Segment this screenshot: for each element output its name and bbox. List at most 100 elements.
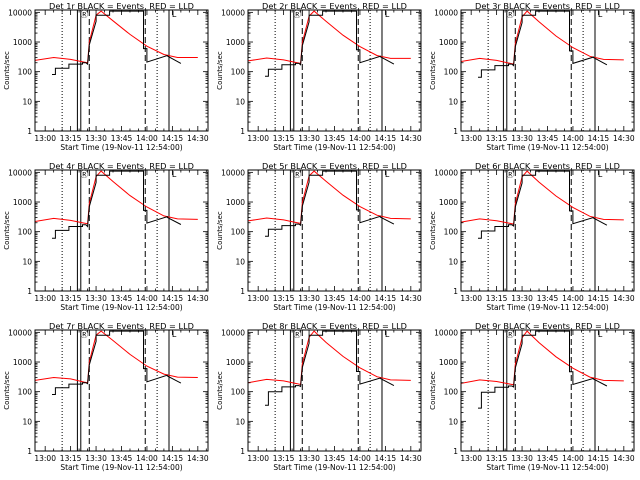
y-tick-label: 1000 (439, 358, 458, 367)
y-tick-label: 10 (235, 97, 245, 106)
x-tick-label: 13:45 (537, 294, 559, 303)
x-tick-label: 13:45 (324, 294, 346, 303)
y-tick-label: 100 (444, 228, 459, 237)
lld-rate-line (248, 170, 411, 225)
y-tick-label: 10 (22, 417, 32, 426)
events-rate-line (478, 10, 608, 78)
events-rate-line (52, 330, 182, 395)
x-tick-label: 13:00 (34, 294, 56, 303)
x-axis-label: Start Time (19-Nov-11 12:54:00) (486, 303, 608, 312)
x-tick-label: 13:00 (34, 134, 56, 143)
events-rate-line (478, 170, 608, 239)
x-tick-label: 14:00 (349, 454, 371, 463)
y-tick-label: 10 (22, 97, 32, 106)
x-tick-label: 14:15 (588, 454, 610, 463)
x-tick-label: 14:15 (375, 454, 397, 463)
y-tick-label: 10000 (8, 328, 32, 337)
x-tick-label: 13:00 (460, 454, 482, 463)
y-tick-label: 1 (27, 287, 32, 296)
events-rate-line (265, 330, 395, 406)
x-tick-label: 13:15 (273, 294, 295, 303)
x-tick-label: 14:15 (375, 294, 397, 303)
event-marker: L (385, 330, 390, 339)
plot-frame (460, 9, 635, 132)
lld-rate-line (35, 170, 198, 225)
panel-title: Det 9r BLACK = Events, RED = LLD (475, 321, 620, 331)
y-tick-label: 1 (27, 447, 32, 456)
x-tick-label: 13:00 (460, 134, 482, 143)
x-tick-label: 13:45 (537, 134, 559, 143)
y-axis-label: Counts/sec (429, 371, 437, 410)
x-tick-label: 13:30 (85, 134, 107, 143)
x-tick-label: 14:00 (562, 454, 584, 463)
y-axis-label: Counts/sec (216, 371, 224, 410)
event-marker: Ⓡ (80, 170, 88, 179)
event-marker: Ⓡ (293, 170, 301, 179)
x-tick-label: 14:30 (400, 134, 422, 143)
y-tick-label: 1 (240, 127, 245, 136)
x-tick-label: 14:00 (562, 294, 584, 303)
x-tick-label: 13:30 (511, 454, 533, 463)
y-tick-label: 10000 (221, 168, 245, 177)
plot-frame (247, 329, 422, 452)
lld-rate-line (461, 330, 624, 386)
y-tick-label: 10 (235, 257, 245, 266)
y-axis-label: Counts/sec (216, 51, 224, 90)
event-marker: Ⓡ (80, 330, 88, 339)
y-tick-label: 100 (231, 68, 246, 77)
x-tick-label: 14:30 (400, 294, 422, 303)
lld-rate-line (35, 10, 198, 64)
event-marker: L (598, 10, 603, 19)
x-tick-label: 13:15 (60, 294, 82, 303)
lld-rate-line (35, 330, 198, 384)
y-tick-label: 10 (22, 257, 32, 266)
panel-title: Det 1r BLACK = Events, RED = LLD (49, 1, 194, 11)
x-tick-label: 14:00 (136, 294, 158, 303)
event-marker: L (598, 170, 603, 179)
plot-frame (460, 329, 635, 452)
y-axis-label: Counts/sec (216, 211, 224, 250)
x-tick-label: 14:15 (162, 294, 184, 303)
y-tick-label: 1 (453, 447, 458, 456)
x-axis-label: Start Time (19-Nov-11 12:54:00) (60, 143, 182, 152)
x-axis-label: Start Time (19-Nov-11 12:54:00) (486, 143, 608, 152)
x-tick-label: 14:00 (136, 454, 158, 463)
x-tick-label: 13:00 (247, 294, 269, 303)
x-tick-label: 14:15 (162, 134, 184, 143)
y-tick-label: 1 (240, 447, 245, 456)
x-tick-label: 13:45 (111, 454, 133, 463)
y-tick-label: 100 (18, 228, 33, 237)
x-tick-label: 13:30 (85, 294, 107, 303)
event-marker: L (385, 170, 390, 179)
lld-rate-line (461, 10, 624, 65)
lld-rate-line (248, 10, 411, 65)
y-tick-label: 1000 (439, 198, 458, 207)
y-tick-label: 10000 (221, 328, 245, 337)
y-tick-label: 1 (240, 287, 245, 296)
x-tick-label: 13:30 (511, 294, 533, 303)
panel-title: Det 2r BLACK = Events, RED = LLD (262, 1, 407, 11)
x-axis-label: Start Time (19-Nov-11 12:54:00) (273, 303, 395, 312)
y-tick-label: 1000 (226, 38, 245, 47)
y-tick-label: 100 (18, 68, 33, 77)
x-tick-label: 13:45 (111, 294, 133, 303)
y-tick-label: 10 (448, 97, 458, 106)
y-tick-label: 10000 (221, 8, 245, 17)
y-axis-label: Counts/sec (3, 371, 11, 410)
event-marker: L (598, 330, 603, 339)
lld-rate-line (248, 330, 411, 386)
y-tick-label: 1 (453, 287, 458, 296)
y-tick-label: 10000 (434, 168, 458, 177)
x-tick-label: 13:15 (486, 134, 508, 143)
y-tick-label: 1000 (439, 38, 458, 47)
x-tick-label: 14:00 (562, 134, 584, 143)
